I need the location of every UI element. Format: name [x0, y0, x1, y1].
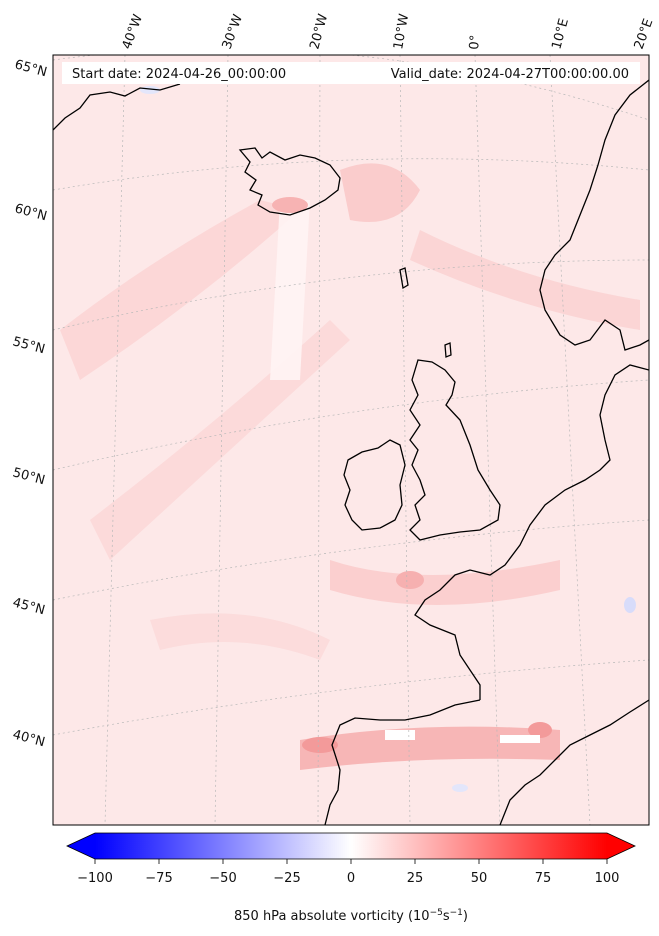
- colorbar-tick-label: 25: [407, 871, 424, 886]
- colorbar-tick-label: −50: [209, 871, 236, 886]
- coast-britain: [409, 359, 501, 541]
- coast-iberia: [324, 699, 481, 825]
- coast-denmark: [414, 364, 649, 700]
- valid-date-label: Valid_date: 2024-04-27T00:00:00.00: [391, 67, 629, 82]
- lat-label-50n: 50°N: [11, 465, 47, 488]
- colorbar-tick-label: −100: [77, 871, 113, 886]
- colorbar-max-extend: [607, 833, 635, 859]
- lon-label-0: 0°: [467, 34, 483, 50]
- colorbar-tick-label: 100: [595, 871, 620, 886]
- colorbar-tick-label: −75: [145, 871, 172, 886]
- lat-label-40n: 40°N: [11, 727, 47, 750]
- longitude-labels: 40°W 30°W 20°W 10°W 0° 10°E 20°E: [120, 12, 657, 51]
- coast-ireland: [343, 439, 406, 531]
- lon-label-10w: 10°W: [391, 13, 412, 51]
- graticule: [53, 55, 649, 825]
- lon-label-30w: 30°W: [220, 12, 246, 51]
- colorbar-label: 850 hPa absolute vorticity (10−5s−1): [234, 908, 468, 924]
- colorbar-tick-label: −25: [273, 871, 300, 886]
- lon-label-10e: 10°E: [549, 17, 572, 51]
- colorbar-ticks: −100 −75 −50 −25 0 25 50 75 100: [77, 859, 619, 886]
- lat-label-65n: 65°N: [13, 57, 49, 80]
- colorbar-tick-label: 0: [347, 871, 355, 886]
- coastlines: [53, 79, 649, 825]
- latitude-labels: 65°N 60°N 55°N 50°N 45°N 40°N: [11, 57, 49, 750]
- lat-label-60n: 60°N: [13, 201, 49, 224]
- lon-label-40w: 40°W: [120, 12, 146, 51]
- map-frame: [52, 54, 650, 826]
- colorbar-tick-label: 50: [471, 871, 488, 886]
- lat-label-55n: 55°N: [11, 334, 47, 357]
- coast-iceland: [238, 147, 341, 216]
- header-banner: [62, 62, 640, 84]
- colorbar-min-extend: [67, 833, 95, 859]
- coast-norway: [539, 79, 649, 351]
- colorbar-gradient: [95, 833, 607, 859]
- vorticity-field: [53, 55, 649, 825]
- start-date-label: Start date: 2024-04-26_00:00:00: [72, 67, 286, 82]
- coast-greenland: [53, 83, 181, 131]
- lon-label-20e: 20°E: [632, 17, 657, 52]
- lat-label-45n: 45°N: [11, 595, 47, 618]
- lon-label-20w: 20°W: [307, 12, 331, 51]
- colorbar-tick-label: 75: [535, 871, 552, 886]
- colorbar: −100 −75 −50 −25 0 25 50 75 100 850 hPa absolute…: [66, 832, 636, 924]
